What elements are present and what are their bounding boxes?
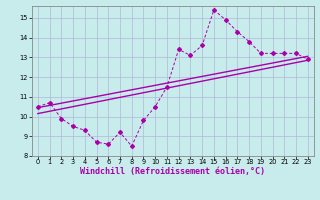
X-axis label: Windchill (Refroidissement éolien,°C): Windchill (Refroidissement éolien,°C) (80, 167, 265, 176)
